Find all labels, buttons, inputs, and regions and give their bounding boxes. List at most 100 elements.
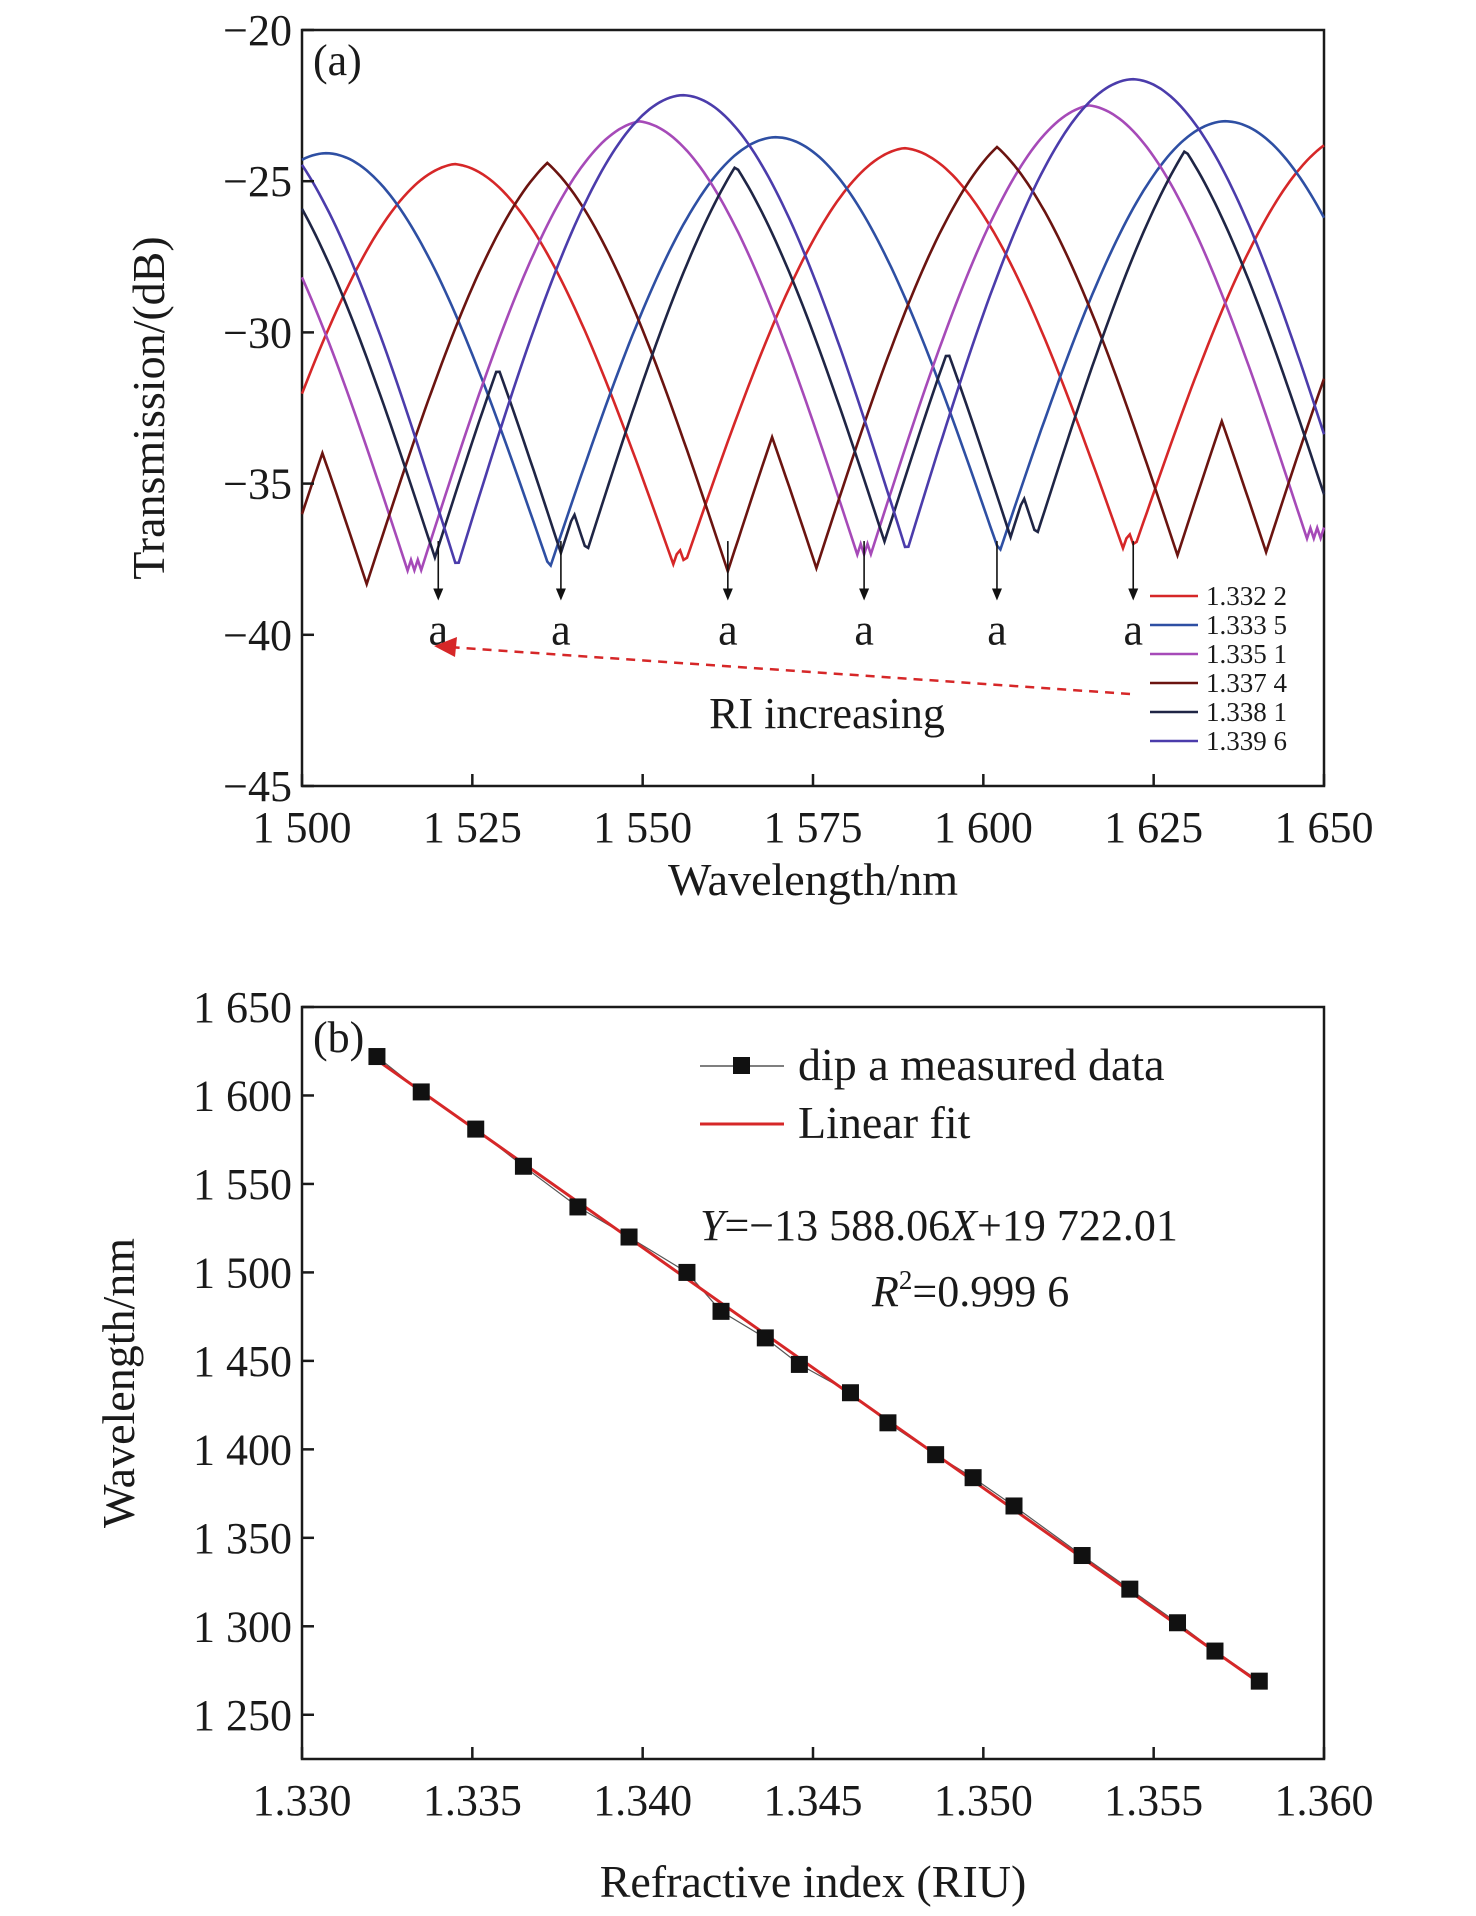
ri-increasing-arrow-line xyxy=(447,645,1131,696)
a-series-curve xyxy=(300,104,1326,575)
a-y-tick-label: −20 xyxy=(223,6,292,55)
b-data-point xyxy=(927,1446,945,1464)
panel-b-data-points xyxy=(368,1048,1268,1690)
b-y-tick-label: 1 400 xyxy=(193,1425,292,1474)
legend-fit-label: Linear fit xyxy=(798,1097,971,1148)
a-dip-arrow-head xyxy=(991,588,1002,601)
panel-b-x-axis-title: Refractive index (RIU) xyxy=(600,1856,1027,1907)
a-x-tick-label: 1 600 xyxy=(934,803,1033,852)
legend-measured-marker xyxy=(733,1057,750,1074)
a-legend-label: 1.337 4 xyxy=(1206,668,1288,698)
b-data-point xyxy=(569,1198,587,1216)
b-data-point xyxy=(1121,1580,1139,1598)
a-dip-arrow-head xyxy=(555,588,566,601)
panel-b-y-axis-title: Wavelength/nm xyxy=(93,1238,144,1528)
panel-b-y-ticks: 1 250 1 300 1 350 1 400 1 450 1 500 1 550 1 600… xyxy=(193,983,314,1740)
a-dip-label: a xyxy=(1123,606,1143,655)
a-legend-label: 1.338 1 xyxy=(1206,697,1287,727)
ri-increasing-arrow-head xyxy=(434,637,457,657)
b-data-point xyxy=(467,1120,485,1138)
eq-lhs: Y xyxy=(700,1201,729,1250)
a-dip-label: a xyxy=(429,606,449,655)
b-x-tick-label: 1.330 xyxy=(253,1776,352,1825)
a-series-curve xyxy=(301,119,1326,569)
a-x-tick-label: 1 525 xyxy=(423,803,522,852)
b-data-point xyxy=(412,1083,430,1101)
a-series-curve xyxy=(300,145,1326,589)
b-data-point xyxy=(756,1329,774,1347)
b-x-tick-label: 1.340 xyxy=(593,1776,692,1825)
b-x-tick-label: 1.335 xyxy=(423,1776,522,1825)
panel-b-x-ticks: 1.330 1.335 1.340 1.345 1.350 1.355 1.360 xyxy=(253,1747,1374,1825)
b-y-tick-label: 1 300 xyxy=(193,1602,292,1651)
a-x-tick-label: 1 550 xyxy=(593,803,692,852)
b-data-point xyxy=(879,1414,897,1432)
a-dip-label: a xyxy=(987,606,1007,655)
panel-a-y-axis-title: Transmission/(dB) xyxy=(123,236,174,579)
a-legend-label: 1.333 5 xyxy=(1206,610,1287,640)
b-x-tick-label: 1.360 xyxy=(1275,1776,1374,1825)
b-data-point xyxy=(712,1302,730,1320)
b-data-point xyxy=(790,1355,808,1373)
a-legend-label: 1.332 2 xyxy=(1206,581,1287,611)
b-data-point xyxy=(1073,1547,1091,1565)
r2-sym: R xyxy=(871,1267,899,1316)
b-y-tick-label: 1 250 xyxy=(193,1691,292,1740)
panel-a-plot-frame xyxy=(300,28,1326,788)
panel-a-chart: 1 500 1 525 1 550 1 575 1 600 1 625 1 650 −45−… xyxy=(123,6,1374,905)
panel-b-chart: 1.330 1.335 1.340 1.345 1.350 1.355 1.360 1 25… xyxy=(93,983,1374,1907)
b-x-tick-label: 1.345 xyxy=(764,1776,863,1825)
r-squared: R2=0.999 6 xyxy=(871,1265,1069,1316)
a-series-curve xyxy=(300,149,1326,562)
b-x-tick-label: 1.355 xyxy=(1104,1776,1203,1825)
legend-measured-label: dip a measured data xyxy=(798,1039,1165,1090)
a-y-tick-label: −25 xyxy=(223,157,292,206)
a-dip-arrow-head xyxy=(859,588,870,601)
b-data-point xyxy=(620,1228,638,1246)
b-y-tick-label: 1 450 xyxy=(193,1337,292,1386)
r2-rest: =0.999 6 xyxy=(912,1267,1069,1316)
b-y-tick-label: 1 550 xyxy=(193,1160,292,1209)
r2-sup: 2 xyxy=(899,1265,913,1295)
panel-b-legend: dip a measured data Linear fit xyxy=(700,1039,1165,1148)
b-data-point xyxy=(368,1048,386,1066)
b-data-point xyxy=(1206,1642,1224,1660)
b-data-point xyxy=(1169,1614,1187,1632)
a-dip-arrow-head xyxy=(722,588,733,601)
b-data-point xyxy=(964,1469,982,1487)
a-x-tick-label: 1 500 xyxy=(253,803,352,852)
a-y-tick-label: −30 xyxy=(223,308,292,357)
a-y-tick-label: −45 xyxy=(223,762,292,811)
a-y-tick-label: −40 xyxy=(223,611,292,660)
a-dip-arrow-head xyxy=(1128,588,1139,601)
panel-a-curves xyxy=(300,77,1326,589)
fit-equation: Y=−13 588.06X+19 722.01 xyxy=(700,1201,1178,1250)
a-y-tick-label: −35 xyxy=(223,460,292,509)
a-legend-label: 1.335 1 xyxy=(1206,639,1287,669)
a-dip-label: a xyxy=(854,606,874,655)
ri-increasing-arrow xyxy=(434,637,1131,696)
b-data-point xyxy=(514,1157,532,1175)
b-data-point xyxy=(841,1384,859,1402)
panel-a-y-ticks: −45 −40 −35 −30 −25 −20 xyxy=(223,6,314,811)
b-y-tick-label: 1 650 xyxy=(193,983,292,1032)
panel-a-x-axis-title: Wavelength/nm xyxy=(668,854,958,905)
a-dip-label: a xyxy=(718,606,738,655)
ri-increasing-label: RI increasing xyxy=(709,689,945,738)
b-x-tick-label: 1.350 xyxy=(934,1776,1033,1825)
panel-a-tag: (a) xyxy=(313,36,362,85)
a-x-tick-label: 1 625 xyxy=(1104,803,1203,852)
panel-a-legend: 1.332 21.333 51.335 11.337 41.338 11.339… xyxy=(1150,581,1288,756)
a-x-tick-label: 1 650 xyxy=(1275,803,1374,852)
b-data-point xyxy=(1250,1672,1268,1690)
panel-b-tag: (b) xyxy=(313,1013,364,1062)
b-y-tick-label: 1 500 xyxy=(193,1248,292,1297)
eq-mid: =−13 588.06 xyxy=(724,1201,950,1250)
a-x-tick-label: 1 575 xyxy=(764,803,863,852)
eq-rhs: +19 722.01 xyxy=(977,1201,1178,1250)
b-data-point xyxy=(678,1263,696,1281)
a-dip-arrow-head xyxy=(433,588,444,601)
a-legend-label: 1.339 6 xyxy=(1206,726,1287,756)
